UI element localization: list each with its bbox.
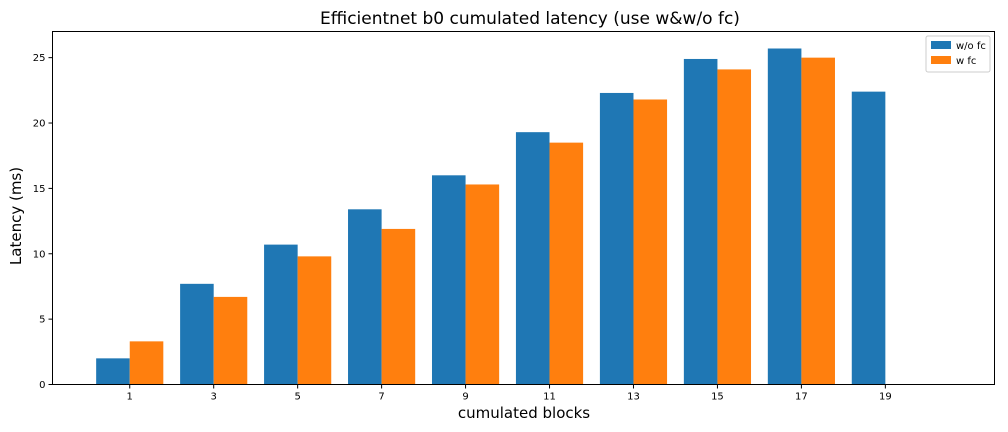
x-axis-label: cumulated blocks (458, 404, 590, 422)
bar-w-fc-15 (717, 69, 752, 385)
y-tick-label-10: 10 (33, 249, 46, 260)
legend-swatch-w-fc (931, 56, 951, 64)
bar-wo-fc-7 (348, 209, 382, 385)
bar-w-fc-17 (801, 57, 835, 385)
bar-wo-fc-3 (180, 283, 214, 385)
bar-wo-fc-13 (599, 92, 634, 385)
legend-label-w-fc: w fc (956, 56, 976, 67)
y-tick-label-20: 20 (33, 119, 46, 130)
legend: w/o fc w fc (925, 35, 991, 73)
bar-w-fc-11 (549, 142, 584, 385)
bar-wo-fc-1 (96, 358, 130, 385)
bar-w-fc-7 (381, 228, 416, 385)
legend-swatch-wo-fc (931, 41, 951, 49)
bar-w-fc-9 (465, 184, 500, 385)
x-tick-label-5: 5 (294, 392, 300, 403)
x-tick-label-11: 11 (543, 392, 556, 403)
plot-frame (52, 31, 995, 385)
bar-w-fc-3 (213, 296, 248, 385)
bar-wo-fc-5 (264, 244, 298, 385)
x-tick-label-13: 13 (627, 392, 640, 403)
bar-wo-fc-19 (851, 91, 886, 385)
legend-label-wo-fc: w/o fc (956, 41, 986, 52)
x-tick-label-7: 7 (378, 392, 384, 403)
bar-wo-fc-15 (683, 58, 718, 385)
y-tick-label-5: 5 (39, 315, 45, 326)
chart-title: Efficientnet b0 cumulated latency (use w… (320, 9, 740, 29)
bar-wo-fc-17 (767, 48, 802, 385)
bar-w-fc-13 (633, 99, 668, 385)
x-tick-label-1: 1 (127, 392, 133, 403)
x-tick-label-15: 15 (711, 392, 724, 403)
y-tick-label-25: 25 (33, 53, 46, 64)
x-tick-label-9: 9 (462, 392, 468, 403)
bar-wo-fc-9 (431, 175, 466, 385)
x-tick-label-19: 19 (879, 392, 892, 403)
x-tick-label-17: 17 (795, 392, 808, 403)
bar-w-fc-1 (129, 341, 164, 385)
y-tick-label-0: 0 (39, 380, 45, 391)
x-tick-label-3: 3 (211, 392, 217, 403)
y-tick-label-15: 15 (33, 184, 46, 195)
y-axis-label: Latency (ms) (7, 167, 25, 265)
bar-wo-fc-11 (515, 132, 550, 385)
bar-w-fc-5 (297, 256, 332, 385)
